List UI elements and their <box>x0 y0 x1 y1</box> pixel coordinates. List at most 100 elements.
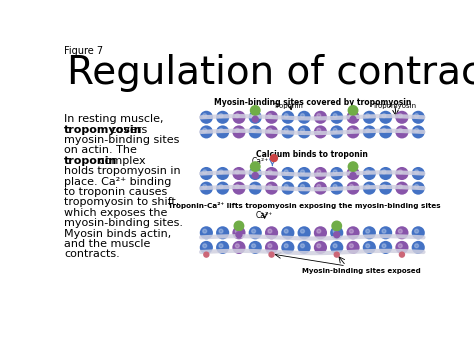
Text: on actin. The: on actin. The <box>64 146 137 155</box>
Circle shape <box>281 167 294 180</box>
Circle shape <box>216 182 229 195</box>
Circle shape <box>219 170 223 174</box>
Circle shape <box>334 252 339 257</box>
Circle shape <box>249 125 262 138</box>
Circle shape <box>232 226 246 239</box>
Circle shape <box>301 185 304 189</box>
Circle shape <box>415 229 419 233</box>
Circle shape <box>349 244 353 248</box>
Circle shape <box>349 170 353 174</box>
Circle shape <box>382 185 386 189</box>
Circle shape <box>265 125 278 138</box>
Circle shape <box>350 116 356 122</box>
Circle shape <box>348 162 358 171</box>
Circle shape <box>203 185 207 189</box>
Circle shape <box>333 244 337 248</box>
Text: place. Ca²⁺ binding: place. Ca²⁺ binding <box>64 176 171 187</box>
Circle shape <box>284 185 288 189</box>
Circle shape <box>379 167 392 180</box>
Circle shape <box>398 128 402 132</box>
Circle shape <box>349 185 353 189</box>
Circle shape <box>265 182 278 195</box>
Circle shape <box>203 128 207 132</box>
Circle shape <box>200 226 213 239</box>
Circle shape <box>234 221 244 231</box>
Circle shape <box>395 182 409 195</box>
Circle shape <box>284 170 288 174</box>
Circle shape <box>265 167 278 180</box>
Circle shape <box>395 226 409 239</box>
Circle shape <box>415 128 419 132</box>
Circle shape <box>200 182 213 195</box>
Circle shape <box>216 111 229 124</box>
Circle shape <box>216 167 229 180</box>
Circle shape <box>232 241 246 254</box>
Circle shape <box>252 185 255 189</box>
Circle shape <box>203 170 207 174</box>
Circle shape <box>415 185 419 189</box>
Circle shape <box>366 128 370 132</box>
Circle shape <box>415 244 419 248</box>
Circle shape <box>284 114 288 118</box>
Circle shape <box>284 128 288 132</box>
Circle shape <box>395 125 409 138</box>
Circle shape <box>317 244 321 248</box>
Circle shape <box>219 114 223 118</box>
Circle shape <box>330 226 343 239</box>
Text: holds tropomyosin in: holds tropomyosin in <box>64 166 181 176</box>
Circle shape <box>379 182 392 195</box>
Text: Figure 7: Figure 7 <box>64 47 103 56</box>
Text: Ca²⁺: Ca²⁺ <box>256 211 273 220</box>
Text: complex: complex <box>95 156 146 166</box>
Circle shape <box>366 114 370 118</box>
Circle shape <box>333 128 337 132</box>
Circle shape <box>281 111 294 124</box>
Text: which exposes the: which exposes the <box>64 208 167 218</box>
Circle shape <box>333 170 337 174</box>
Circle shape <box>333 229 337 233</box>
Circle shape <box>395 241 409 254</box>
Text: myosin-binding sites.: myosin-binding sites. <box>64 218 183 228</box>
Circle shape <box>349 229 353 233</box>
Circle shape <box>219 128 223 132</box>
Circle shape <box>250 106 260 115</box>
Circle shape <box>366 185 370 189</box>
Circle shape <box>346 226 360 239</box>
Text: Myosin-binding sites covered by tropomyosin: Myosin-binding sites covered by tropomyo… <box>214 98 411 107</box>
Circle shape <box>249 226 262 239</box>
Circle shape <box>363 226 376 239</box>
Circle shape <box>330 167 343 180</box>
Circle shape <box>301 244 304 248</box>
Circle shape <box>350 173 356 179</box>
Text: Myosin-binding sites exposed: Myosin-binding sites exposed <box>302 268 421 274</box>
Circle shape <box>379 226 392 239</box>
Circle shape <box>411 111 425 124</box>
Circle shape <box>235 170 239 174</box>
Circle shape <box>235 185 239 189</box>
Circle shape <box>366 229 370 233</box>
Circle shape <box>204 252 209 257</box>
Circle shape <box>398 114 402 118</box>
Circle shape <box>219 185 223 189</box>
Circle shape <box>298 182 311 195</box>
Circle shape <box>249 111 262 124</box>
Circle shape <box>415 170 419 174</box>
Circle shape <box>363 241 376 254</box>
Circle shape <box>349 128 353 132</box>
Circle shape <box>252 128 255 132</box>
Circle shape <box>281 241 294 254</box>
Circle shape <box>200 125 213 138</box>
Circle shape <box>411 125 425 138</box>
Text: covers: covers <box>107 125 147 135</box>
Circle shape <box>348 106 358 115</box>
Circle shape <box>298 226 311 239</box>
Text: Ca²⁺: Ca²⁺ <box>251 157 268 165</box>
Circle shape <box>219 244 223 248</box>
Circle shape <box>395 111 409 124</box>
Circle shape <box>216 226 229 239</box>
Circle shape <box>268 170 272 174</box>
Circle shape <box>298 167 311 180</box>
Circle shape <box>235 128 239 132</box>
Text: to troponin causes: to troponin causes <box>64 187 167 197</box>
Circle shape <box>363 182 376 195</box>
